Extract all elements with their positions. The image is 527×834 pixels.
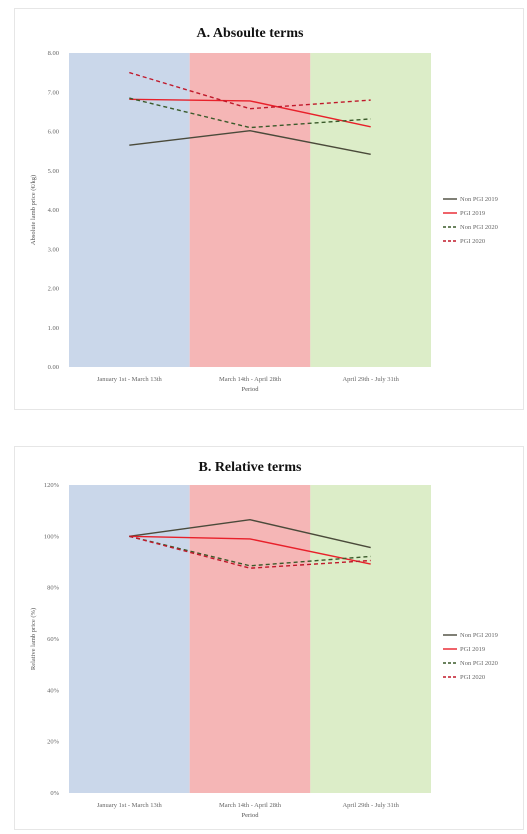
x-tick-label: January 1st - March 13th [97,802,163,809]
y-tick-label: 3.00 [48,246,59,253]
legend-label: Non PGI 2020 [460,224,498,231]
x-tick-label: March 14th - April 28th [219,376,282,383]
y-tick-label: 60% [47,636,60,643]
legend-label: Non PGI 2019 [460,632,498,639]
chart-title: A. Absoulte terms [197,26,304,41]
chart-title: B. Relative terms [198,460,302,475]
series-line [129,518,371,549]
y-tick-label: 5.00 [48,168,59,175]
legend-label: Non PGI 2019 [460,196,498,203]
legend-label: PGI 2019 [460,646,485,653]
period-band [189,485,311,793]
y-tick-label: 80% [47,585,60,592]
series-line [129,98,371,128]
x-tick-label: April 29th - July 31th [342,802,399,809]
y-axis-label: Absolute lamb price (€/kg) [30,175,37,245]
y-tick-label: 8.00 [48,50,59,57]
y-tick-label: 40% [47,687,60,694]
legend-label: PGI 2020 [460,674,485,681]
series-line [129,129,371,155]
legend-label: PGI 2019 [460,210,485,217]
y-tick-label: 1.00 [48,325,59,332]
series-line [129,97,371,129]
series-line [129,535,371,565]
period-band [69,485,190,793]
y-tick-label: 6.00 [48,129,59,136]
y-tick-label: 0% [50,790,59,797]
x-tick-label: March 14th - April 28th [219,802,282,809]
series-line [129,535,371,569]
legend-label: PGI 2020 [460,238,485,245]
chart-panel-absolute: A. Absoulte terms 0.00 1.00 2.00 3.00 4.00 5.0… [14,8,524,410]
period-band [310,53,431,367]
x-axis-label: Period [242,812,260,819]
period-band [69,53,190,367]
y-tick-label: 0.00 [48,364,59,371]
y-tick-label: 2.00 [48,286,59,293]
series-line [129,535,371,567]
x-axis-label: Period [242,386,260,393]
y-tick-label: 20% [47,739,60,746]
y-tick-label: 100% [44,533,60,540]
y-tick-label: 120% [44,482,60,489]
chart-panel-relative: B. Relative terms 0% 20% 40% 60% 80% 100% 120% J… [14,446,524,830]
chart-absolute: A. Absoulte terms 0.00 1.00 2.00 3.00 4.00 5.0… [30,26,498,393]
series-line [129,71,371,110]
legend-label: Non PGI 2020 [460,660,498,667]
chart-relative: B. Relative terms 0% 20% 40% 60% 80% 100% 120% J… [30,460,498,819]
x-tick-label: January 1st - March 13th [97,376,163,383]
y-tick-label: 7.00 [48,89,59,96]
x-tick-label: April 29th - July 31th [342,376,399,383]
period-band [189,53,311,367]
period-band [310,485,431,793]
y-tick-label: 4.00 [48,207,59,214]
y-axis-label: Relative lamb price (%) [30,608,37,670]
